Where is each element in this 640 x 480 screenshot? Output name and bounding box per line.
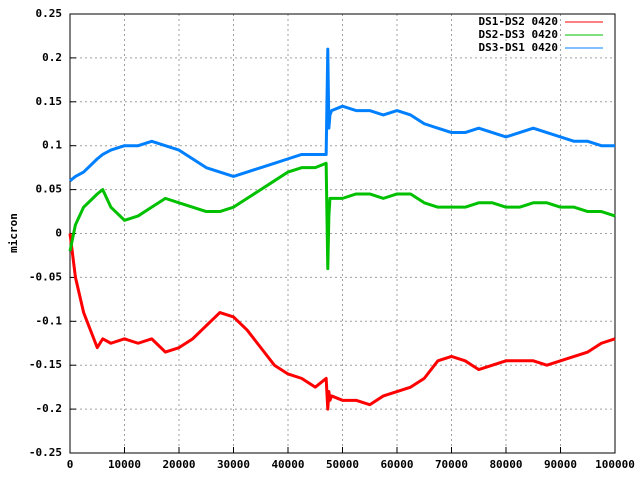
series-line [69,47,615,182]
y-tick-label: -0.05 [29,270,62,283]
y-tick-label: 0 [55,227,62,240]
series-line [68,233,616,411]
y-tick-label: 0.15 [36,95,63,108]
y-tick-label: -0.2 [36,402,63,415]
y-tick-label: -0.25 [29,446,62,459]
x-tick-label: 80000 [489,458,522,471]
y-tick-label: -0.1 [36,314,63,327]
y-tick-label: 0.05 [36,183,63,196]
x-tick-label: 50000 [326,458,359,471]
y-tick-label: 0.25 [36,7,63,20]
x-tick-label: 0 [67,458,74,471]
x-tick-label: 90000 [544,458,577,471]
legend-label: DS3-DS1 0420 [479,41,558,54]
x-tick-label: 40000 [271,458,304,471]
series-line [68,161,616,271]
legend-label: DS2-DS3 0420 [479,28,558,41]
y-tick-label: 0.1 [42,139,62,152]
y-tick-label: -0.15 [29,358,62,371]
x-tick-label: 30000 [217,458,250,471]
x-tick-label: 10000 [108,458,141,471]
x-tick-label: 20000 [162,458,195,471]
y-axis-label: micron [7,213,20,253]
x-tick-label: 70000 [435,458,468,471]
x-tick-label: 100000 [595,458,635,471]
y-tick-label: 0.2 [42,51,62,64]
legend-label: DS1-DS2 0420 [479,15,558,28]
x-tick-label: 60000 [380,458,413,471]
